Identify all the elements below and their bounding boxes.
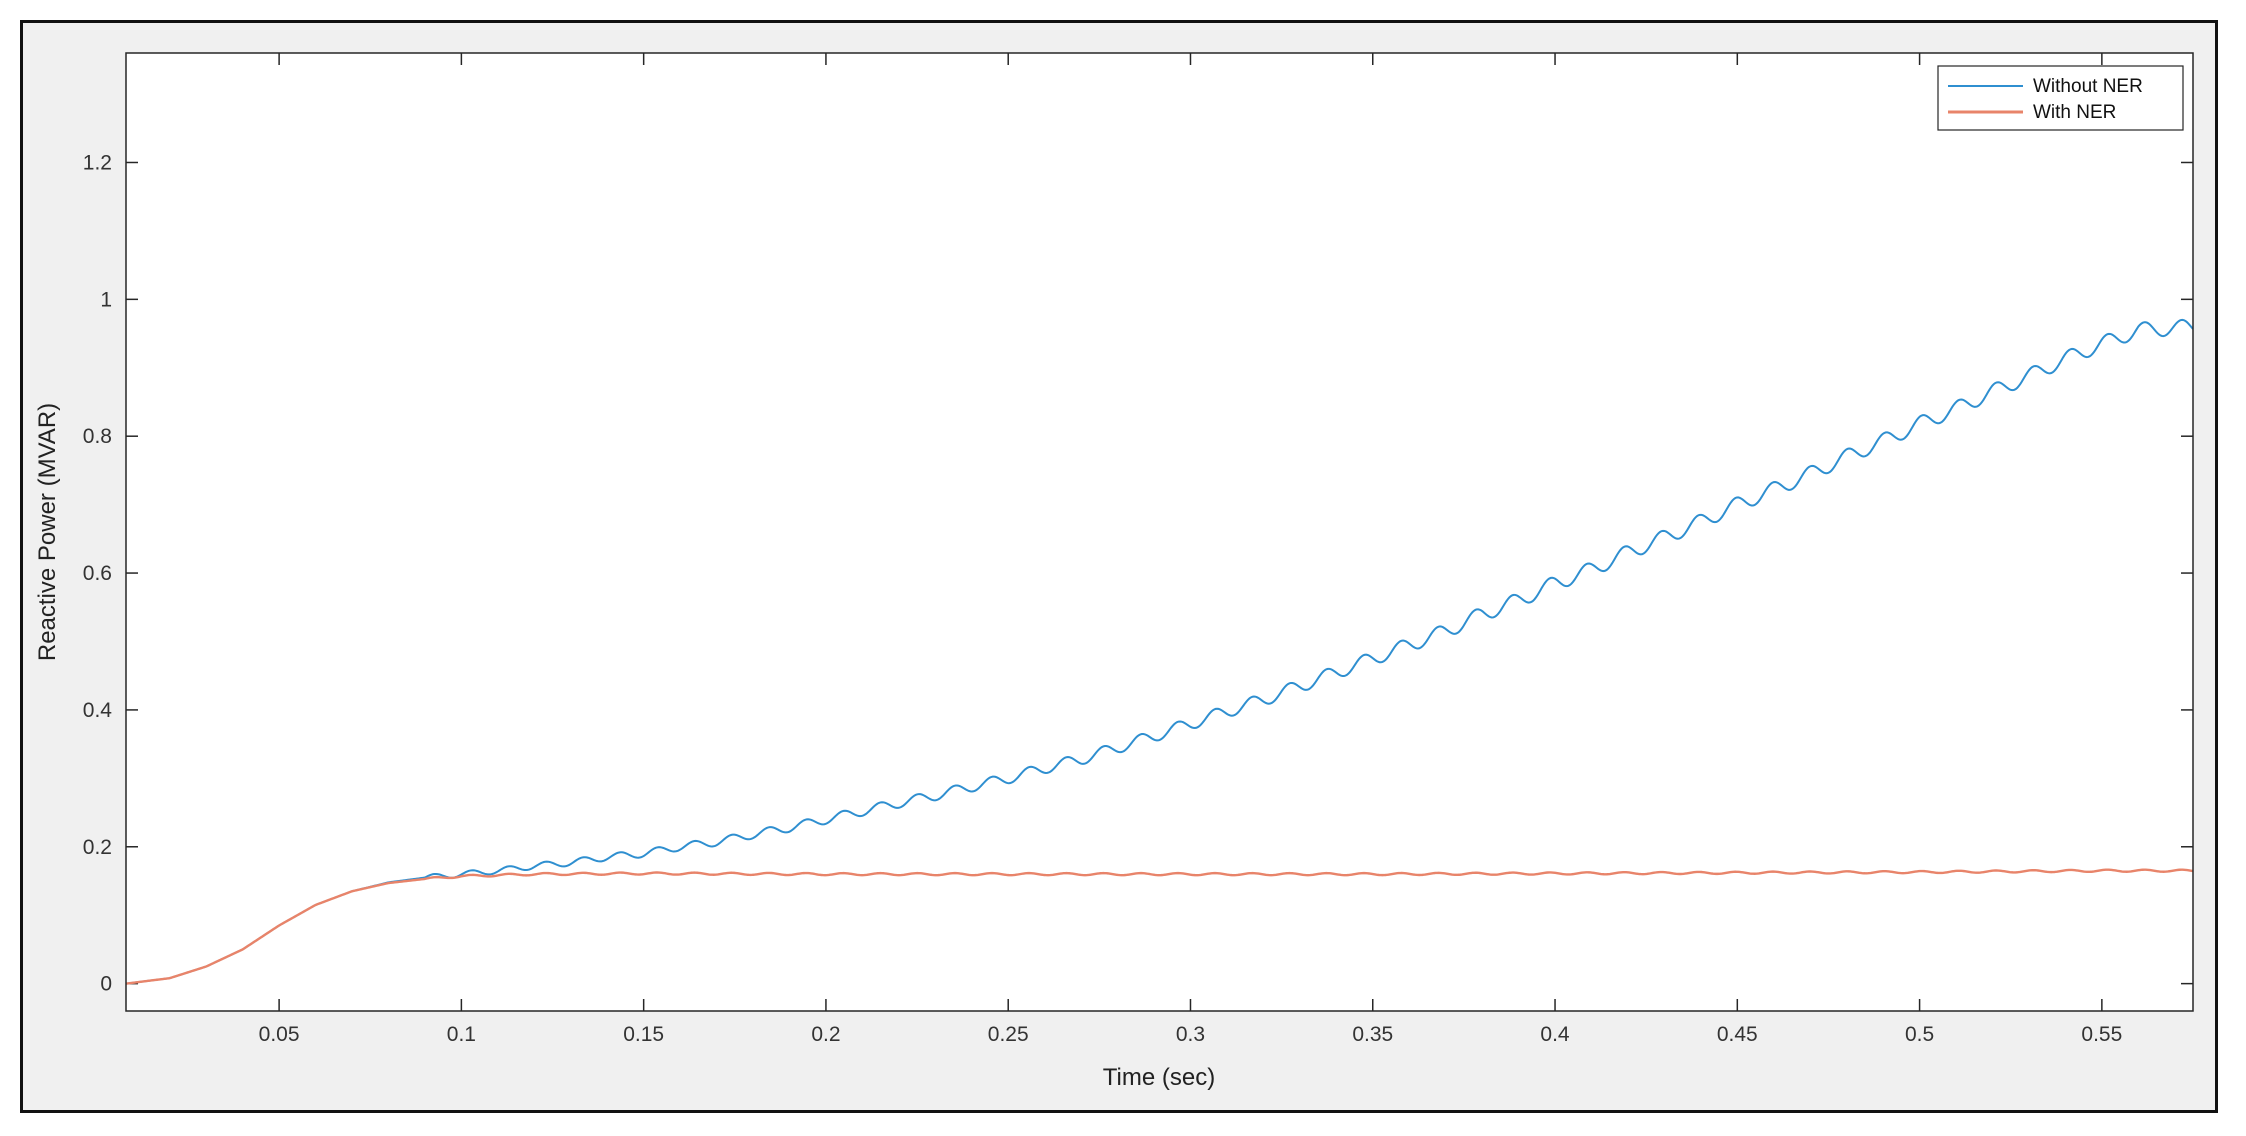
x-tick-label: 0.35 — [1352, 1023, 1393, 1046]
x-tick-label: 0.2 — [811, 1023, 840, 1046]
y-tick-label: 0.6 — [83, 562, 112, 585]
y-axis-ticks: 0 0.2 0.4 0.6 0.8 1 1.2 — [83, 151, 2193, 996]
y-tick-label: 0.2 — [83, 836, 112, 859]
legend-box — [1937, 65, 2184, 131]
legend-entry-label: Without NER — [2033, 76, 2143, 97]
x-tick-label: 0.15 — [623, 1023, 664, 1046]
x-tick-label: 0.45 — [1717, 1023, 1758, 1046]
x-tick-label: 0.55 — [2081, 1023, 2122, 1046]
line-chart: 00.20.40.60.811.2 0.05 0.1 0.15 0.2 0.25 0.3 0… — [34, 52, 2194, 1091]
y-axis-label: Reactive Power (MVAR) — [34, 403, 61, 661]
series-layer — [125, 318, 2194, 985]
y-tick-label: 1.2 — [83, 151, 112, 174]
series-line-with-ner — [125, 868, 2194, 985]
y-tick-label: 0 — [100, 973, 112, 996]
series-line-without-ner — [125, 318, 2194, 985]
x-axis-label: Time (sec) — [1103, 1064, 1215, 1091]
x-tick-label: 0.4 — [1540, 1023, 1570, 1046]
x-tick-label: 0.5 — [1905, 1023, 1934, 1046]
y-tick-label: 1 — [100, 288, 112, 311]
legend-entry-label: With NER — [2033, 102, 2116, 123]
x-axis-ticks: 0.05 0.1 0.15 0.2 0.25 0.3 0.35 0.4 0.45 0.5 0.55 — [259, 53, 2122, 1046]
plot-area — [126, 53, 2193, 1011]
plot-border — [125, 52, 2194, 1012]
x-tick-label: 0.1 — [447, 1023, 476, 1046]
x-tick-label: 0.05 — [259, 1023, 300, 1046]
legend: Without NER With NER — [1937, 65, 2184, 131]
x-tick-label: 0.25 — [988, 1023, 1029, 1046]
y-tick-label: 0.8 — [83, 425, 112, 448]
x-tick-label: 0.3 — [1176, 1023, 1205, 1046]
y-tick-label: 0.4 — [83, 699, 113, 722]
figure-frame: 0 0.2 0.4 0.6 0.8 1 1.2 0.05 0.1 0.15 0.2 0.25 0.3 0… — [20, 20, 2218, 1113]
